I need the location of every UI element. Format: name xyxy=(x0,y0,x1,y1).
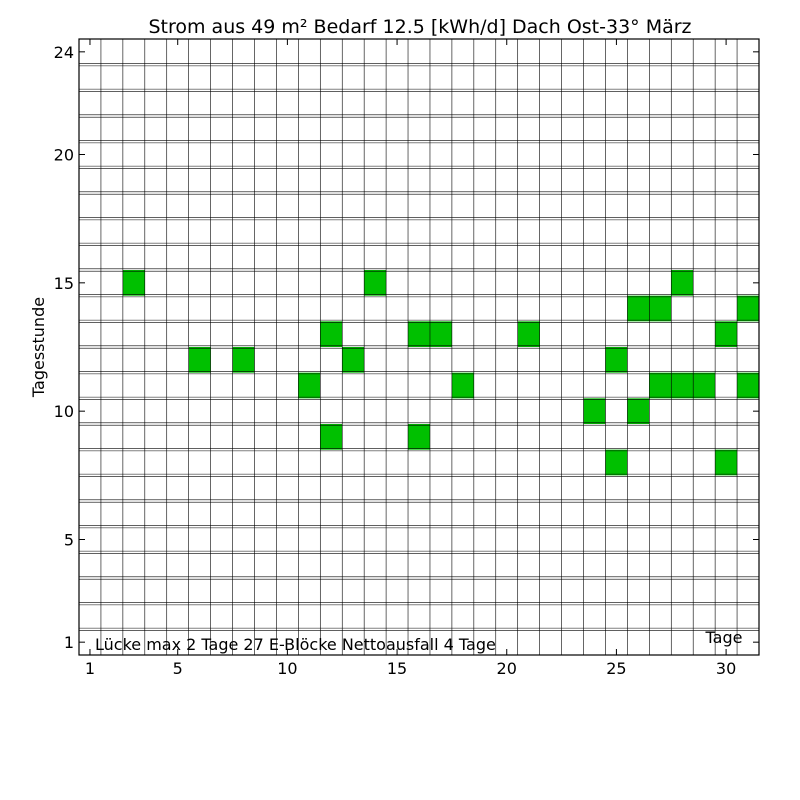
heatmap-cell xyxy=(517,321,540,347)
heatmap-cell xyxy=(451,372,474,399)
x-tick-label: 5 xyxy=(173,659,183,678)
heatmap-cell xyxy=(693,372,716,399)
x-tick-label: 20 xyxy=(497,659,517,678)
x-tick-label: 25 xyxy=(606,659,626,678)
heatmap-cell xyxy=(627,295,650,322)
heatmap-cell xyxy=(298,372,321,399)
heatmap-cell xyxy=(671,270,694,296)
heatmap-cell xyxy=(671,372,694,399)
heatmap-cell xyxy=(737,372,759,399)
plot-frame xyxy=(78,38,760,656)
x-tick-label: 1 xyxy=(85,659,95,678)
cells-layer xyxy=(122,270,759,476)
heatmap-cell xyxy=(715,321,738,347)
stats-annotation: Lücke max 2 Tage 27 E-Blöcke Nettoausfal… xyxy=(95,635,496,654)
y-axis-label: Tagesstunde xyxy=(29,297,48,398)
heatmap-cell xyxy=(605,347,628,373)
y-tick-label: 24 xyxy=(54,43,74,62)
heatmap-cell xyxy=(408,321,430,347)
heatmap-cell xyxy=(188,347,211,373)
heatmap-cell xyxy=(429,321,452,347)
heatmap-cell xyxy=(649,372,672,399)
heatmap-cell xyxy=(627,398,650,424)
x-axis-label: Tage xyxy=(705,628,743,647)
y-tick-label: 5 xyxy=(64,531,74,550)
heatmap-cell xyxy=(232,347,255,373)
heatmap-cell xyxy=(320,321,343,347)
heatmap-cell xyxy=(605,449,628,476)
x-tick-label: 30 xyxy=(716,659,736,678)
heatmap-cell xyxy=(364,270,387,296)
heatmap-cell xyxy=(583,398,606,424)
heatmap-cell xyxy=(320,424,343,450)
y-tick-label: 15 xyxy=(54,274,74,293)
y-tick-label: 20 xyxy=(54,146,74,165)
heatmap-cell xyxy=(408,424,430,450)
chart-title: Strom aus 49 m² Bedarf 12.5 [kWh/d] Dach… xyxy=(148,16,691,38)
heatmap-cell xyxy=(342,347,365,373)
x-tick-label: 10 xyxy=(277,659,297,678)
heatmap-cell xyxy=(649,295,672,322)
grid-layer xyxy=(79,39,759,655)
y-tick-label: 10 xyxy=(54,402,74,421)
y-tick-label: 1 xyxy=(64,633,74,652)
heatmap-cell xyxy=(737,295,759,322)
heatmap-cell xyxy=(122,270,145,296)
x-tick-label: 15 xyxy=(387,659,407,678)
heatmap-cell xyxy=(715,449,738,476)
